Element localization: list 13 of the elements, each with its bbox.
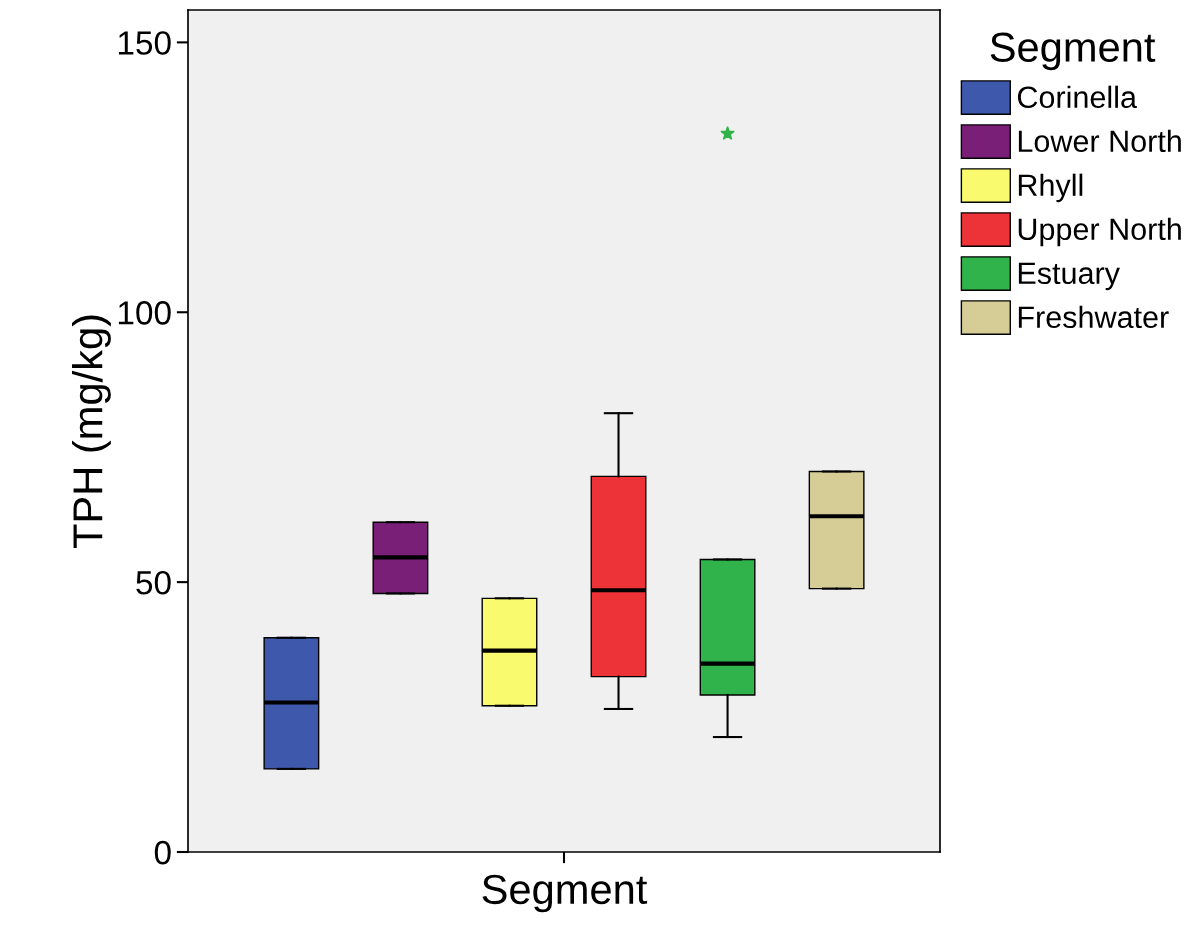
legend-label: Rhyll [1018, 173, 1083, 203]
y-tick-label: 0 [154, 840, 171, 865]
x-axis-title: Segment [482, 874, 648, 913]
legend-label: Lower North [1018, 129, 1181, 153]
legend-title: Segment [990, 32, 1156, 71]
legend-label: Corinella [1017, 85, 1137, 109]
y-tick-label: 50 [136, 570, 171, 595]
legend-label: Freshwater [1018, 305, 1169, 329]
legend-label: Upper North [1018, 217, 1181, 247]
y-tick-label: 100 [118, 301, 171, 325]
y-axis-title: TPH (mg/kg) [72, 315, 111, 549]
legend-label: Estuary [1018, 262, 1120, 291]
y-tick-label: 150 [118, 31, 171, 55]
